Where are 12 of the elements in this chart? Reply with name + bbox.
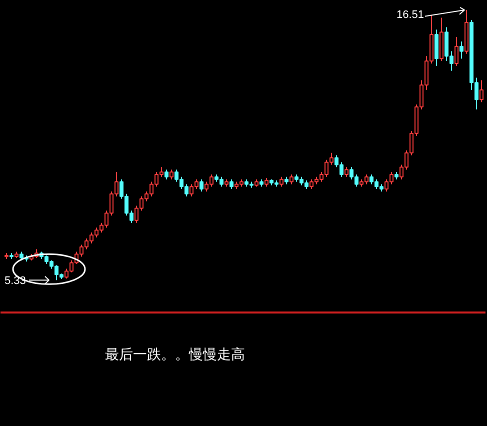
candlestick bbox=[280, 176, 284, 188]
candlestick bbox=[200, 178, 204, 192]
candlestick bbox=[230, 178, 234, 190]
candlestick bbox=[460, 41, 464, 60]
candlestick bbox=[344, 166, 348, 178]
candlestick bbox=[454, 36, 458, 66]
candlestick bbox=[170, 169, 174, 180]
annotation: 16.51 bbox=[396, 8, 424, 21]
candlestick bbox=[164, 169, 168, 180]
candlestick bbox=[480, 80, 484, 103]
text: 最后一跌。。慢慢走高 bbox=[104, 346, 245, 365]
candlestick bbox=[290, 174, 294, 185]
